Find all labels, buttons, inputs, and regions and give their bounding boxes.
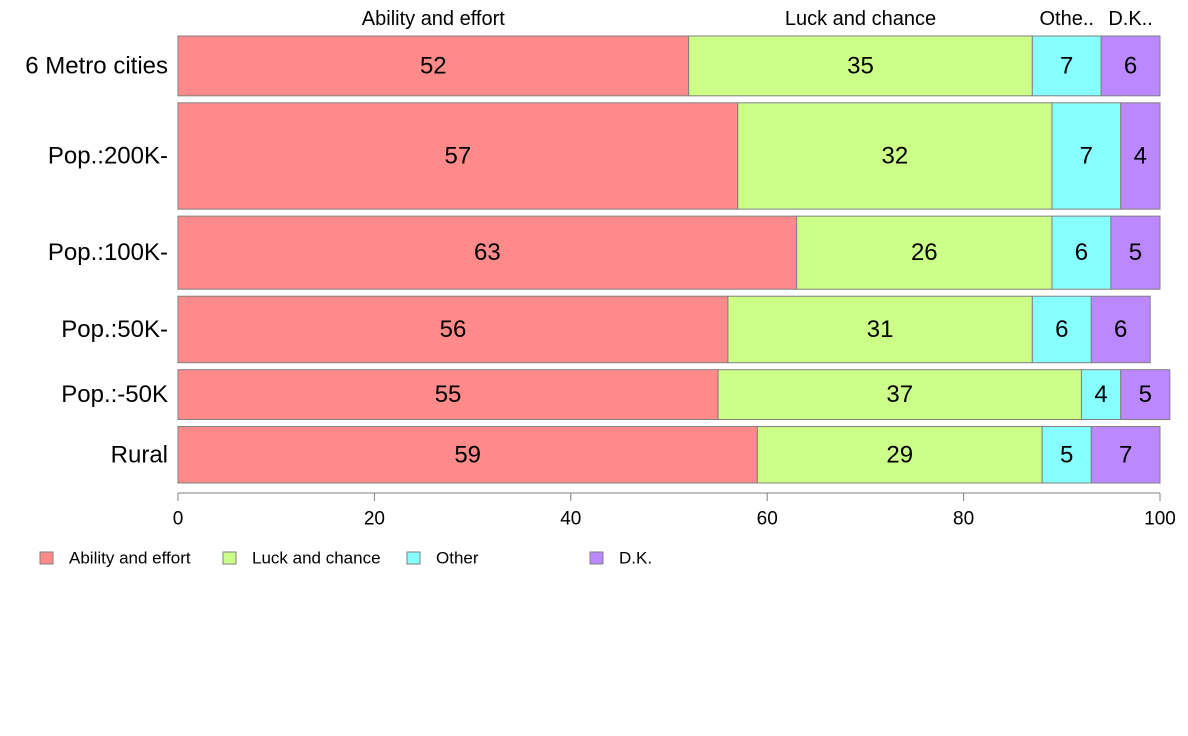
legend-item-ability-and-effort: Ability and effort [39,549,191,568]
legend-swatch [406,551,421,565]
x-tick-label: 100 [1144,509,1176,530]
value-label: 37 [886,381,913,408]
series-top-label-luck-and-chance: Luck and chance [785,8,936,30]
bar-segment-d-k [1090,426,1161,484]
category-label: Rural [111,441,168,468]
x-tick-label: 0 [173,509,184,530]
legend-swatch [39,551,54,565]
value-label: 5 [1129,239,1142,266]
category-label: Pop.:-50K [61,381,168,408]
bar-row-pop-50k: Pop.:50K- 56 31 6 6 [61,295,1151,364]
bar-row-rural: Rural 59 29 5 7 [111,426,1161,484]
value-label: 6 [1124,52,1137,79]
bar-row-pop-100k: Pop.:100K- 63 26 6 5 [48,215,1161,290]
bar-segment-ability-and-effort [177,35,690,97]
bar-segment-luck-and-chance [756,426,1043,484]
legend-label: Other [436,549,479,568]
value-label: 6 [1075,239,1088,266]
legend-swatch [222,551,237,565]
category-label: Pop.:200K- [48,142,168,169]
legend-label: Ability and effort [69,549,191,568]
value-label: 5 [1060,441,1073,468]
bar-segment-luck-and-chance [688,35,1033,97]
value-label: 6 [1114,316,1127,343]
bar-segment-other [1031,35,1102,97]
value-label: 56 [440,316,467,343]
legend-label: D.K. [619,549,652,568]
value-label: 4 [1094,381,1107,408]
bar-segment-luck-and-chance [727,295,1033,364]
legend-swatch [589,551,604,565]
value-label: 31 [867,316,894,343]
bar-segment-luck-and-chance [717,369,1082,421]
x-tick-label: 40 [560,509,581,530]
series-top-label-d-k: D.K.. [1108,8,1152,30]
value-label: 7 [1060,52,1073,79]
legend-item-d-k: D.K. [589,549,652,568]
bar-segment-d-k [1090,295,1151,364]
category-label: 6 Metro cities [25,52,168,79]
bar-segment-d-k [1100,35,1161,97]
legend-item-luck-and-chance: Luck and chance [222,549,381,568]
x-tick-label: 60 [757,509,778,530]
value-label: 29 [886,441,913,468]
bar-segment-luck-and-chance [796,215,1053,290]
legend-label: Luck and chance [252,549,381,568]
bar-segment-ability-and-effort [177,426,758,484]
value-label: 4 [1134,142,1147,169]
bar-segment-ability-and-effort [177,295,729,364]
value-label: 5 [1139,381,1152,408]
bar-segment-ability-and-effort [177,369,719,421]
value-label: 32 [882,142,909,169]
bar-row-pop-50k: Pop.:-50K 55 37 4 5 [61,369,1171,421]
series-top-label-ability-and-effort: Ability and effort [362,8,505,30]
legend-item-other: Other [406,549,479,568]
value-label: 52 [420,52,447,79]
bar-segment-ability-and-effort [177,215,798,290]
series-top-labels: Ability and effort Luck and chance Othe.. D… [362,8,1153,30]
bar-segment-other [1051,102,1122,210]
bar-segment-d-k [1120,369,1171,421]
bar-segment-d-k [1120,102,1161,210]
value-label: 6 [1055,316,1068,343]
value-label: 7 [1119,441,1132,468]
x-tick-label: 80 [953,509,974,530]
legend: Ability and effort Luck and chance Other D.… [39,549,652,568]
value-label: 26 [911,239,938,266]
bar-segment-other [1080,369,1122,421]
category-label: Pop.:100K- [48,239,168,266]
value-label: 57 [445,142,472,169]
category-label: Pop.:50K- [61,316,168,343]
series-top-label-other: Othe.. [1039,8,1093,30]
bar-segment-luck-and-chance [737,102,1053,210]
bar-segment-d-k [1110,215,1161,290]
x-axis: 0 20 40 60 80 100 [173,492,1176,530]
bar-segment-ability-and-effort [177,102,739,210]
bar-row-pop-200k: Pop.:200K- 57 32 7 4 [48,102,1161,210]
value-label: 7 [1080,142,1093,169]
value-label: 59 [454,441,481,468]
bar-row-6-metro-cities: 6 Metro cities 52 35 7 6 [25,35,1161,97]
value-label: 35 [847,52,874,79]
value-label: 63 [474,239,501,266]
value-label: 55 [435,381,462,408]
bar-segment-other [1041,426,1092,484]
x-tick-label: 20 [364,509,385,530]
